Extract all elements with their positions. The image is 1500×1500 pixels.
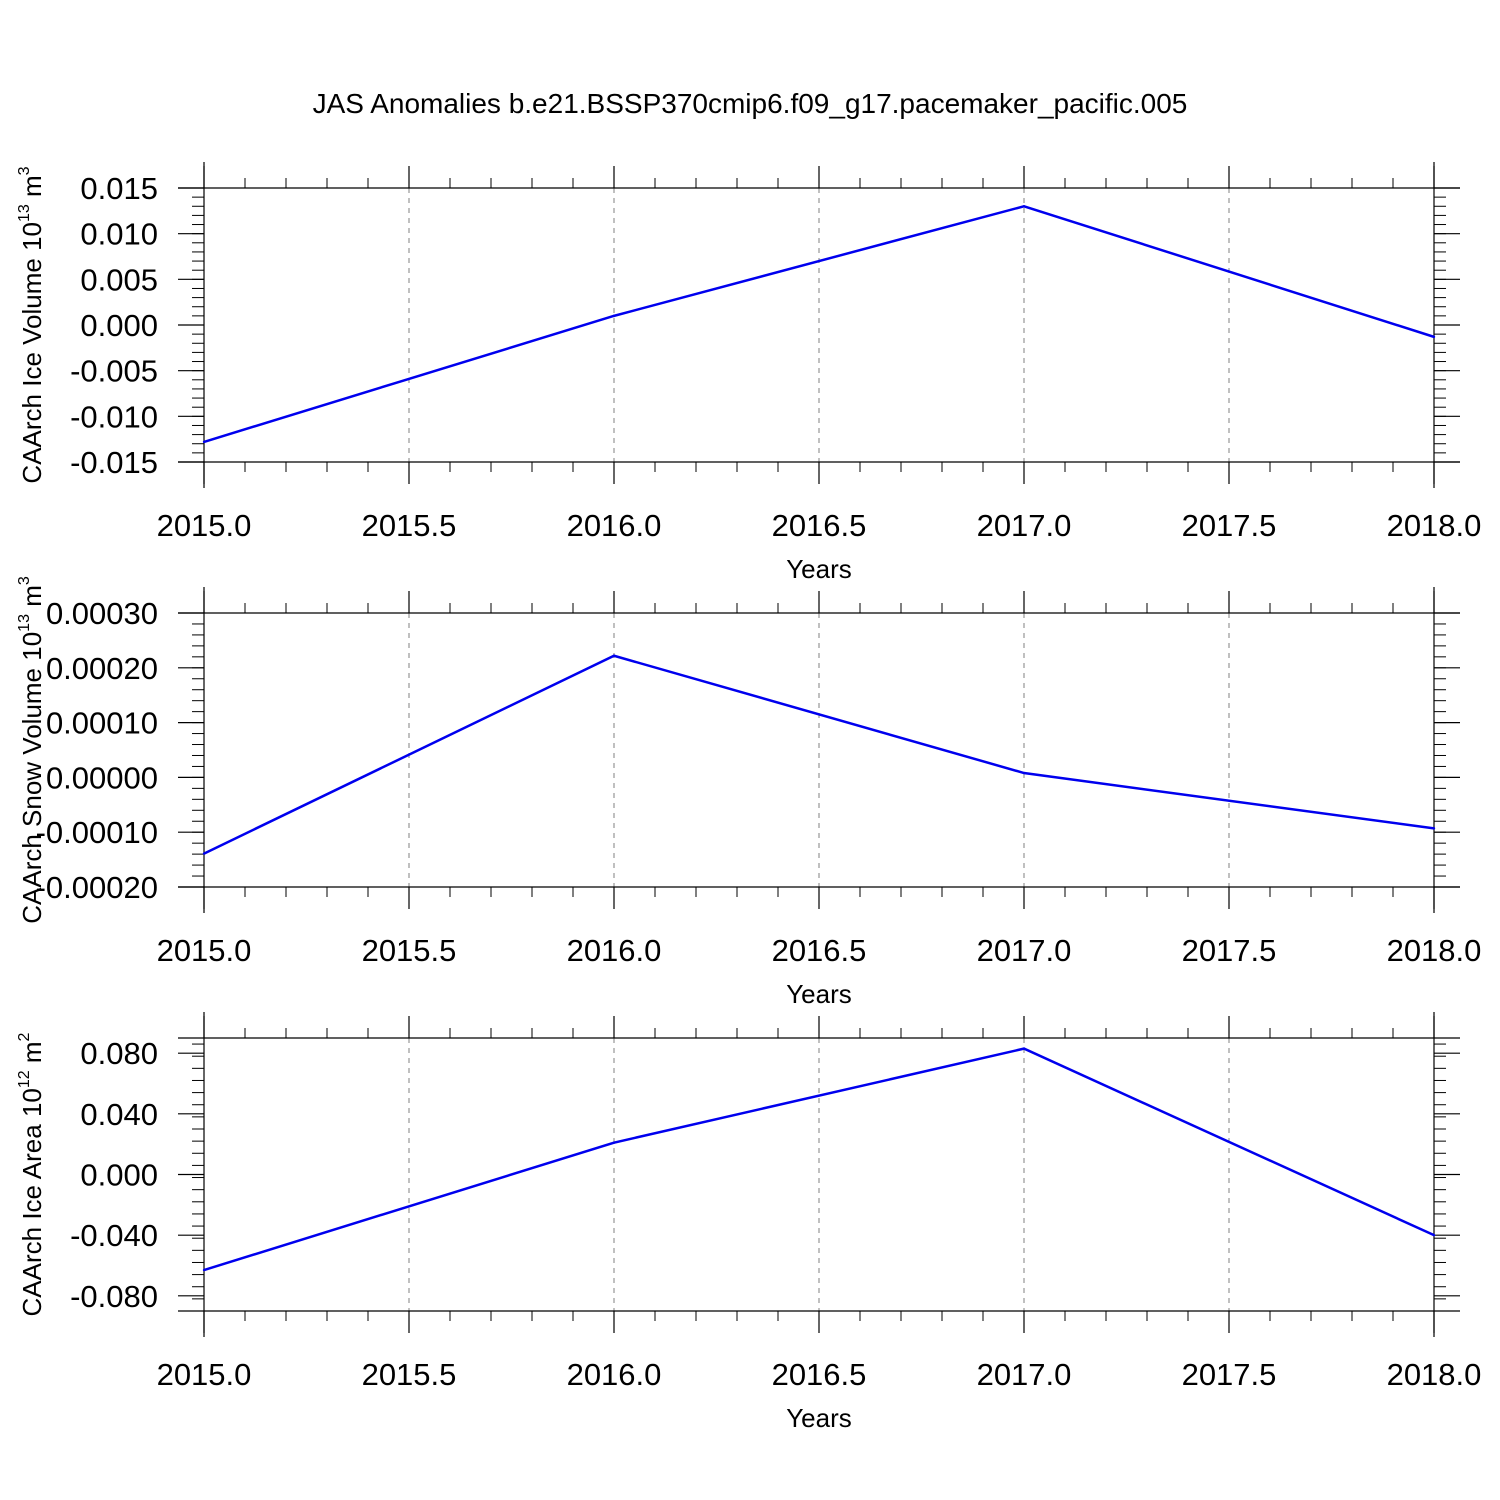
x-tick-label: 2017.5 [1182, 508, 1277, 543]
y-axis-label-superscript: 3 [16, 166, 33, 175]
data-point [1432, 335, 1436, 339]
y-axis-label-superscript: 13 [16, 204, 33, 222]
x-tick-label: 2018.0 [1387, 1357, 1482, 1392]
x-axis-label: Years [786, 979, 852, 1009]
x-tick-label: 2015.0 [157, 1357, 252, 1392]
x-tick-label: 2017.5 [1182, 1357, 1277, 1392]
y-tick-label: 0.00010 [46, 706, 158, 741]
page-title: JAS Anomalies b.e21.BSSP370cmip6.f09_g17… [312, 88, 1188, 119]
data-point [1022, 771, 1026, 775]
data-point [1022, 1047, 1026, 1050]
y-tick-label: -0.015 [70, 445, 158, 480]
x-tick-label: 2017.5 [1182, 933, 1277, 968]
data-point [202, 1268, 206, 1272]
x-tick-label: 2015.0 [157, 933, 252, 968]
y-axis-label-text: CAArch Ice Area 10 [17, 1088, 47, 1316]
x-tick-label: 2016.0 [567, 508, 662, 543]
x-tick-label: 2016.5 [772, 933, 867, 968]
series-line [203, 204, 1435, 444]
series-line [203, 654, 1435, 855]
data-point [612, 654, 616, 657]
x-tick-label: 2015.5 [362, 508, 457, 543]
y-tick-label: 0.040 [80, 1097, 158, 1132]
y-tick-label: 0.00000 [46, 760, 158, 795]
y-axis-label-text: m [17, 585, 47, 614]
y-axis-label: CAArch Ice Volume 1013 m3 [16, 166, 47, 483]
x-tick-label: 2016.0 [567, 933, 662, 968]
x-tick-label: 2018.0 [1387, 933, 1482, 968]
y-axis-label: CAArch Ice Area 1012 m2 [16, 1032, 47, 1316]
data-point [612, 1141, 616, 1144]
x-tick-label: 2015.5 [362, 933, 457, 968]
y-tick-label: 0.000 [80, 308, 158, 343]
y-tick-label: 0.00030 [46, 596, 158, 631]
x-tick-label: 2018.0 [1387, 508, 1482, 543]
y-tick-label: -0.00010 [36, 815, 158, 850]
data-point [612, 314, 616, 318]
data-point [1432, 1233, 1436, 1237]
panel-snow-volume: 2015.0 2015.5 2016.0 2016.5 2017.0 2017.5 2018… [16, 576, 1481, 1009]
x-tick-label: 2016.5 [772, 1357, 867, 1392]
panel-ice-area: 2015.0 2015.5 2016.0 2016.5 2017.0 2017.5 2018… [16, 1012, 1481, 1433]
y-tick-label: 0.00020 [46, 651, 158, 686]
x-tick-label: 2016.5 [772, 508, 867, 543]
x-tick-label: 2015.0 [157, 508, 252, 543]
panel-ice-volume: 2015.0 2015.5 2016.0 2016.5 2017.0 2017.5 2018… [16, 162, 1481, 584]
y-tick-label: 0.080 [80, 1036, 158, 1071]
y-tick-label: -0.00020 [36, 870, 158, 905]
series-line [203, 1047, 1435, 1272]
x-tick-label: 2016.0 [567, 1357, 662, 1392]
y-axis-label-superscript: 3 [16, 576, 33, 585]
y-tick-label: 0.005 [80, 262, 158, 297]
x-axis-label: Years [786, 554, 852, 584]
data-point [1022, 205, 1026, 208]
y-tick-label: -0.080 [70, 1279, 158, 1314]
y-tick-label: -0.010 [70, 399, 158, 434]
y-tick-label: -0.005 [70, 354, 158, 389]
y-axis-label-superscript: 12 [16, 1070, 33, 1088]
data-point [1432, 827, 1436, 830]
y-tick-label: -0.040 [70, 1218, 158, 1253]
x-axis-label: Years [786, 1403, 852, 1433]
y-axis-label-text: CAArch Ice Volume 10 [17, 222, 47, 484]
y-axis-label-text: CAArch Snow Volume 10 [17, 632, 47, 924]
x-tick-label: 2015.5 [362, 1357, 457, 1392]
x-tick-label: 2017.0 [977, 1357, 1072, 1392]
y-axis-label-text: m [17, 1041, 47, 1070]
y-tick-label: 0.000 [80, 1158, 158, 1193]
x-tick-label: 2017.0 [977, 508, 1072, 543]
data-point [202, 440, 206, 444]
x-tick-label: 2017.0 [977, 933, 1072, 968]
y-axis-label-superscript: 13 [16, 614, 33, 632]
y-axis-label-superscript: 2 [16, 1032, 33, 1041]
y-tick-label: 0.010 [80, 217, 158, 252]
data-point [202, 852, 206, 855]
y-axis-label-text: m [17, 175, 47, 204]
y-tick-label: 0.015 [80, 171, 158, 206]
y-axis-label: CAArch Snow Volume 1013 m3 [16, 576, 47, 924]
